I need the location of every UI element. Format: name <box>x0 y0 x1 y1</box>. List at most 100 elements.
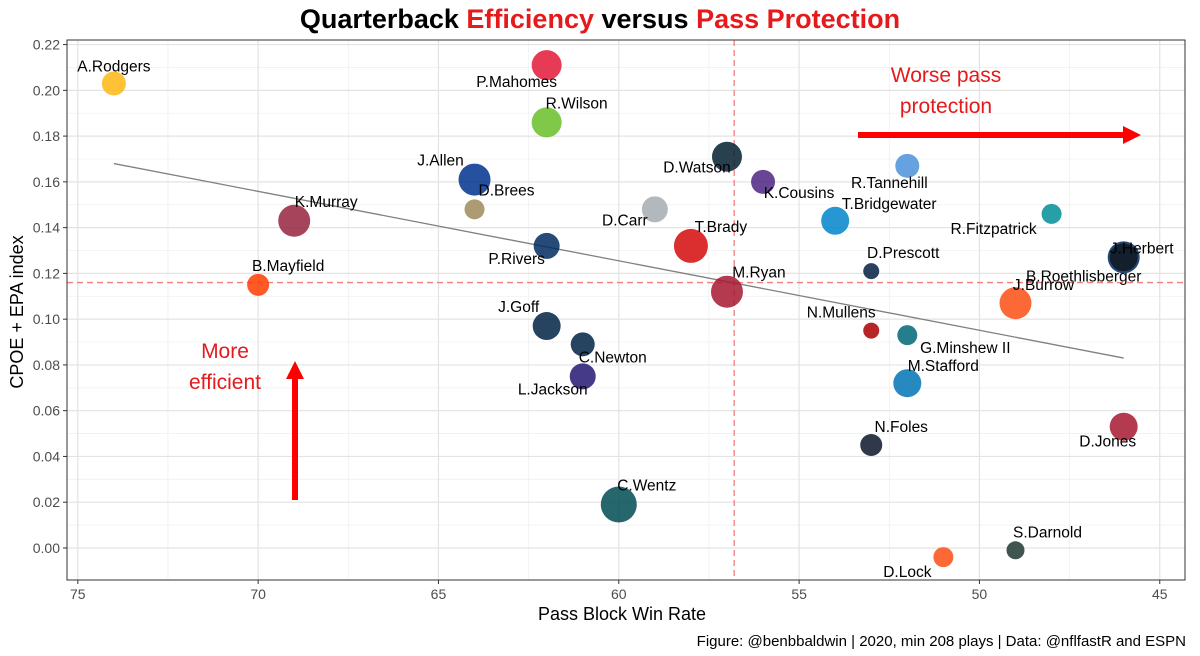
label-b-mayfield: B.Mayfield <box>252 258 324 275</box>
label-r-wilson: R.Wilson <box>546 95 608 112</box>
x-tick-label: 75 <box>70 586 86 602</box>
label-j-burrow: J.Burrow <box>1013 277 1075 294</box>
point-t-bridgewater <box>821 206 850 235</box>
annotations: More efficient Worse pass protection <box>189 64 1141 500</box>
trend-line <box>113 162 1124 359</box>
point-j-burrow <box>999 287 1032 320</box>
point-n-foles <box>860 434 883 456</box>
y-tick-label: 0.00 <box>33 540 60 556</box>
point-a-rodgers <box>101 71 126 96</box>
y-tick-label: 0.06 <box>33 403 60 419</box>
point-d-brees <box>464 199 485 220</box>
point-r-tannehill <box>895 153 920 178</box>
annotation-protection-line1: Worse pass <box>891 64 1002 87</box>
label-m-ryan: M.Ryan <box>732 265 785 282</box>
y-axis-title: CPOE + EPA index <box>7 235 27 388</box>
point-d-prescott <box>863 263 880 280</box>
label-l-jackson: L.Jackson <box>518 381 588 398</box>
label-k-cousins: K.Cousins <box>764 185 835 202</box>
axes: 75 70 65 60 55 50 45 0.00 0.02 0.04 0.06 0.08 0.10 0.… <box>33 37 1168 602</box>
label-p-mahomes: P.Mahomes <box>476 74 557 91</box>
title-part-3: versus <box>593 4 697 34</box>
point-j-allen <box>458 163 491 196</box>
label-r-tannehill: R.Tannehill <box>851 175 928 192</box>
label-d-watson: D.Watson <box>663 160 730 177</box>
point-r-fitzpatrick <box>1041 203 1062 224</box>
point-p-rivers <box>533 232 560 259</box>
label-c-newton: C.Newton <box>579 349 647 366</box>
y-tick-label: 0.20 <box>33 82 60 98</box>
label-m-stafford: M.Stafford <box>908 358 979 375</box>
label-g-minshew-ii: G.Minshew II <box>920 340 1010 357</box>
label-j-goff: J.Goff <box>498 299 540 316</box>
x-tick-label: 65 <box>431 586 447 602</box>
x-tick-label: 50 <box>972 586 988 602</box>
label-d-prescott: D.Prescott <box>867 245 940 262</box>
x-axis-title: Pass Block Win Rate <box>538 604 706 624</box>
y-tick-label: 0.16 <box>33 174 60 190</box>
y-tick-label: 0.14 <box>33 220 60 236</box>
label-d-carr: D.Carr <box>602 212 648 229</box>
point-g-minshew-ii <box>897 325 918 346</box>
label-a-rodgers: A.Rodgers <box>77 58 150 75</box>
annotation-protection-line2: protection <box>900 95 992 118</box>
y-tick-label: 0.12 <box>33 265 60 281</box>
label-k-murray: K.Murray <box>295 194 358 211</box>
label-d-jones: D.Jones <box>1079 434 1136 451</box>
point-b-roethlisberger <box>1109 243 1138 272</box>
annotation-efficient-line2: efficient <box>189 371 261 394</box>
trend-line-group <box>113 162 1124 359</box>
point-m-ryan <box>710 275 743 308</box>
label-b-roethlisberger: B.Roethlisberger <box>1026 268 1141 285</box>
x-tick-label: 70 <box>250 586 266 602</box>
label-n-mullens: N.Mullens <box>807 305 876 322</box>
label-d-lock: D.Lock <box>883 564 931 581</box>
title-part-pass-protection: Pass Protection <box>696 4 901 34</box>
point-d-watson <box>711 141 742 172</box>
point-l-jackson <box>569 363 596 390</box>
y-tick-label: 0.22 <box>33 37 60 53</box>
reference-lines <box>67 40 1185 580</box>
label-r-fitzpatrick: R.Fitzpatrick <box>950 221 1036 238</box>
point-m-stafford <box>893 369 922 398</box>
y-tick-label: 0.04 <box>33 448 60 464</box>
point-k-murray <box>278 204 311 237</box>
data-points <box>101 50 1140 568</box>
label-s-darnold: S.Darnold <box>1013 524 1082 541</box>
point-p-mahomes <box>531 50 562 81</box>
point-r-wilson <box>531 107 562 138</box>
point-t-brady <box>673 228 708 263</box>
x-tick-label: 55 <box>791 586 807 602</box>
label-j-allen: J.Allen <box>417 153 464 170</box>
point-d-jones <box>1109 412 1138 441</box>
title-part-efficiency: Efficiency <box>466 4 594 34</box>
y-tick-label: 0.02 <box>33 494 60 510</box>
annotation-efficient-line1: More <box>201 340 249 363</box>
chart-title: Quarterback Efficiency versus Pass Prote… <box>0 4 1200 35</box>
figure-caption: Figure: @benbbaldwin | 2020, min 208 pla… <box>696 633 1186 650</box>
label-p-rivers: P.Rivers <box>488 251 545 268</box>
label-j-herbert: J.Herbert <box>1110 240 1174 257</box>
point-c-wentz <box>600 486 637 523</box>
plot-panel <box>66 39 1186 581</box>
y-tick-label: 0.18 <box>33 128 60 144</box>
grid <box>67 40 1185 580</box>
label-d-brees: D.Brees <box>479 182 535 199</box>
x-tick-label: 45 <box>1152 586 1168 602</box>
label-c-wentz: C.Wentz <box>617 477 676 494</box>
point-n-mullens <box>863 322 880 339</box>
point-s-darnold <box>1006 541 1025 560</box>
y-tick-label: 0.10 <box>33 311 60 327</box>
x-tick-label: 60 <box>611 586 627 602</box>
y-tick-label: 0.08 <box>33 357 60 373</box>
point-labels: A.Rodgers P.Mahomes R.Wilson J.Allen D.Brees… <box>77 58 1174 581</box>
title-part-1: Quarterback <box>299 4 467 34</box>
point-d-lock <box>933 547 954 568</box>
label-n-foles: N.Foles <box>875 419 929 436</box>
point-d-carr <box>641 196 668 223</box>
point-k-cousins <box>751 169 776 194</box>
point-c-newton <box>570 332 595 357</box>
point-b-mayfield <box>247 273 270 296</box>
label-t-bridgewater: T.Bridgewater <box>842 196 937 213</box>
